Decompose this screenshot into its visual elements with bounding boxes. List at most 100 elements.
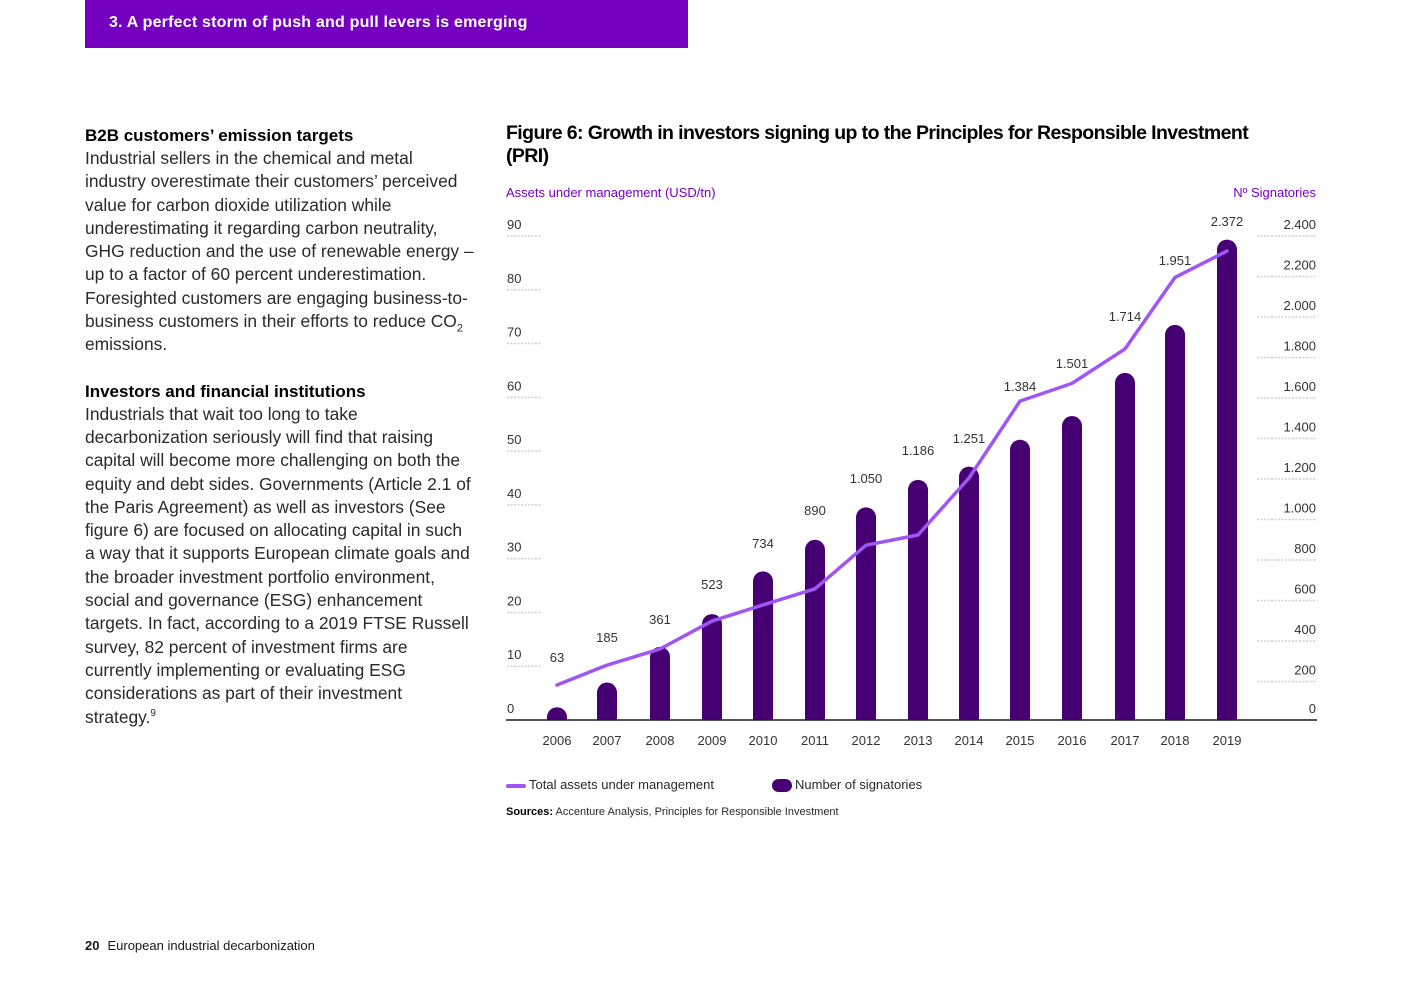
signatory-data-label: 361 [649, 612, 671, 627]
signatory-data-label: 1.501 [1056, 356, 1089, 371]
x-tick-label: 2007 [593, 733, 622, 748]
signatory-data-label: 523 [701, 577, 723, 592]
signatory-data-label: 185 [596, 630, 618, 645]
line-swatch-icon [506, 783, 526, 788]
legend-signatories-label: Number of signatories [795, 777, 923, 792]
investors-paragraph: Industrials that wait too long to take d… [85, 403, 475, 729]
sources-text: Accenture Analysis, Principles for Respo… [553, 806, 839, 818]
section-header-band: 3. A perfect storm of push and pull leve… [85, 0, 688, 48]
right-tick-label: 1.200 [1283, 460, 1316, 475]
x-tick-label: 2016 [1058, 733, 1087, 748]
signatory-bar [1062, 416, 1082, 720]
signatory-bar [805, 539, 825, 720]
signatory-bar [908, 479, 928, 720]
signatory-bar [753, 571, 773, 720]
right-tick-label: 600 [1294, 582, 1316, 597]
chart-sources: Sources: Accenture Analysis, Principles … [506, 806, 839, 818]
x-axis-labels: 2006 2007 2008 2009 2010 2011 2012 2013 2014 2015… [543, 733, 1242, 748]
left-tick-label: 20 [507, 593, 521, 608]
left-tick-label: 80 [507, 271, 521, 286]
right-tick-label: 200 [1294, 663, 1316, 678]
signatory-bar [1115, 372, 1135, 720]
document-title: European industrial decarbonization [107, 938, 315, 953]
left-tick-label: 40 [507, 486, 521, 501]
b2b-heading: B2B customers’ emission targets [85, 126, 354, 145]
left-axis-ticks: 0 10 20 30 40 50 60 70 80 90 [507, 217, 541, 716]
legend-item-aum: Total assets under management [506, 777, 714, 792]
signatory-data-label: 1.050 [850, 471, 883, 486]
left-tick-label: 30 [507, 540, 521, 555]
investors-heading: Investors and financial institutions [85, 381, 366, 401]
signatory-data-label: 1.714 [1109, 309, 1142, 324]
signatory-labels: 63 185 361 523 734 890 1.050 1.186 1.251 1.384 1.5… [550, 214, 1244, 665]
b2b-paragraph: Industrial sellers in the chemical and m… [85, 147, 475, 357]
signatory-data-label: 1.251 [953, 431, 986, 446]
investors-body: Industrials that wait too long to take d… [85, 403, 471, 727]
legend-item-signatories: Number of signatories [772, 777, 923, 793]
sources-label: Sources: [506, 806, 554, 818]
x-tick-label: 2013 [904, 733, 933, 748]
signatory-data-label: 734 [752, 536, 774, 551]
x-tick-label: 2009 [698, 733, 727, 748]
signatory-bar [650, 646, 670, 720]
right-tick-label: 2.200 [1283, 258, 1316, 273]
legend-aum-label: Total assets under management [529, 777, 714, 792]
signatory-bar [856, 507, 876, 720]
signatory-data-label: 63 [550, 650, 564, 665]
right-axis-ticks: 0 200 400 600 800 1.000 1.200 1.400 1.600 1.800 2.… [1257, 217, 1317, 716]
x-tick-label: 2006 [543, 733, 572, 748]
right-tick-label: 1.800 [1283, 339, 1316, 354]
right-tick-label: 1.600 [1283, 379, 1316, 394]
right-tick-label: 0 [1309, 701, 1316, 716]
signatory-bar [702, 614, 722, 720]
left-tick-label: 60 [507, 378, 521, 393]
aum-line [555, 249, 1229, 687]
x-tick-label: 2018 [1161, 733, 1190, 748]
right-tick-label: 400 [1294, 622, 1316, 637]
signatory-bar [959, 466, 979, 720]
left-axis-title: Assets under management (USD/tn) [506, 185, 716, 200]
signatory-data-label: 1.384 [1004, 379, 1037, 394]
left-tick-label: 0 [507, 701, 514, 716]
co2-subscript: 2 [456, 322, 463, 335]
page-footer: 20 European industrial decarbonization [85, 938, 315, 953]
left-tick-label: 50 [507, 432, 521, 447]
right-tick-label: 2.400 [1283, 217, 1316, 232]
x-tick-label: 2014 [955, 733, 984, 748]
b2b-body: Industrial sellers in the chemical and m… [85, 148, 474, 332]
page-number: 20 [85, 938, 100, 953]
signatory-data-label: 1.951 [1159, 253, 1192, 268]
signatory-data-label: 890 [804, 503, 826, 518]
left-tick-label: 70 [507, 325, 521, 340]
x-tick-label: 2010 [749, 733, 778, 748]
signatory-bar [597, 682, 617, 720]
x-tick-label: 2019 [1213, 733, 1242, 748]
x-tick-label: 2008 [646, 733, 675, 748]
bar-swatch-icon [772, 779, 792, 793]
section-title: 3. A perfect storm of push and pull leve… [109, 14, 528, 31]
signatory-bar [1010, 439, 1030, 720]
signatory-bar [547, 707, 567, 720]
b2b-body-end: emissions. [85, 334, 168, 355]
left-tick-label: 90 [507, 217, 521, 232]
right-tick-label: 1.000 [1283, 501, 1316, 516]
footnote-ref[interactable]: 9 [150, 707, 156, 719]
figure-title: Figure 6: Growth in investors signing up… [506, 122, 1249, 167]
signatory-data-label: 2.372 [1211, 214, 1244, 229]
body-text-column: B2B customers’ emission targets Industri… [85, 124, 475, 729]
x-tick-label: 2012 [852, 733, 881, 748]
right-tick-label: 2.000 [1283, 298, 1316, 313]
signatory-bar [1165, 324, 1185, 720]
aum-line-group [555, 249, 1229, 687]
signatory-data-label: 1.186 [902, 443, 935, 458]
signatory-bars [547, 239, 1237, 720]
x-tick-label: 2015 [1006, 733, 1035, 748]
x-tick-label: 2011 [801, 733, 829, 748]
left-tick-label: 10 [507, 647, 521, 662]
right-tick-label: 800 [1294, 541, 1316, 556]
x-tick-label: 2017 [1111, 733, 1140, 748]
signatory-bar [1217, 239, 1237, 720]
right-axis-title: Nº Signatories [1233, 185, 1316, 200]
right-tick-label: 1.400 [1283, 420, 1316, 435]
